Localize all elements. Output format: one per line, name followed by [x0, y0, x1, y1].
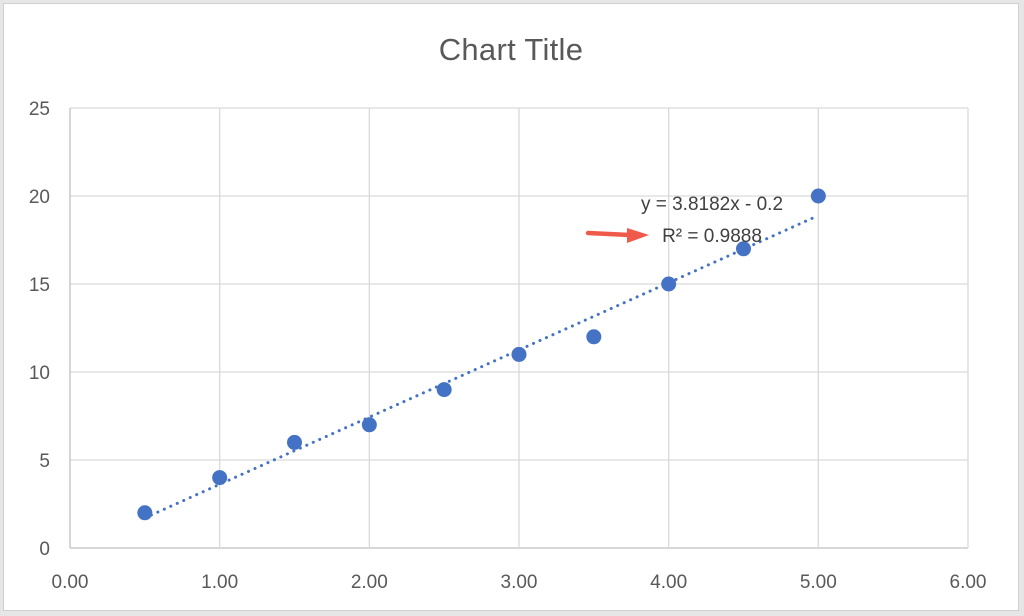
annotation-layer: y = 3.8182x - 0.2 R² = 0.9888 — [588, 194, 783, 247]
y-tick-label: 25 — [29, 99, 50, 120]
trendline-equation: y = 3.8182x - 0.2 — [641, 194, 783, 215]
x-tick-label: 4.00 — [650, 572, 687, 593]
tick-labels: 0 5 10 15 20 25 0.00 1.00 2.00 3.00 4.00 5.00 6.00 — [29, 99, 987, 593]
y-tick-label: 0 — [39, 539, 50, 560]
data-point — [212, 470, 227, 485]
x-tick-label: 2.00 — [351, 572, 388, 593]
data-point — [437, 382, 452, 397]
data-point — [661, 277, 676, 292]
arrow-shaft — [588, 233, 630, 235]
x-tick-label: 5.00 — [800, 572, 837, 593]
x-tick-label: 1.00 — [201, 572, 238, 593]
x-tick-label: 0.00 — [52, 572, 89, 593]
y-tick-label: 20 — [29, 187, 50, 208]
data-point — [137, 505, 152, 520]
trendline — [145, 216, 819, 518]
y-tick-label: 15 — [29, 275, 50, 296]
plot-area: 0 5 10 15 20 25 0.00 1.00 2.00 3.00 4.00 5.00 6.00 y… — [4, 4, 1020, 612]
data-point — [512, 347, 527, 362]
data-point — [586, 329, 601, 344]
trendline-layer — [145, 216, 819, 518]
y-tick-label: 5 — [39, 451, 50, 472]
data-point — [362, 417, 377, 432]
trendline-r-squared: R² = 0.9888 — [662, 226, 762, 247]
chart-area: Chart Title 0 5 10 15 20 25 0.00 1.00 2.00 3.00 4.… — [3, 3, 1019, 611]
data-point — [287, 435, 302, 450]
x-tick-label: 3.00 — [501, 572, 538, 593]
data-point — [811, 189, 826, 204]
grid-layer — [70, 108, 968, 548]
arrow-head-icon — [627, 228, 649, 243]
x-tick-label: 6.00 — [950, 572, 987, 593]
y-tick-label: 10 — [29, 363, 50, 384]
